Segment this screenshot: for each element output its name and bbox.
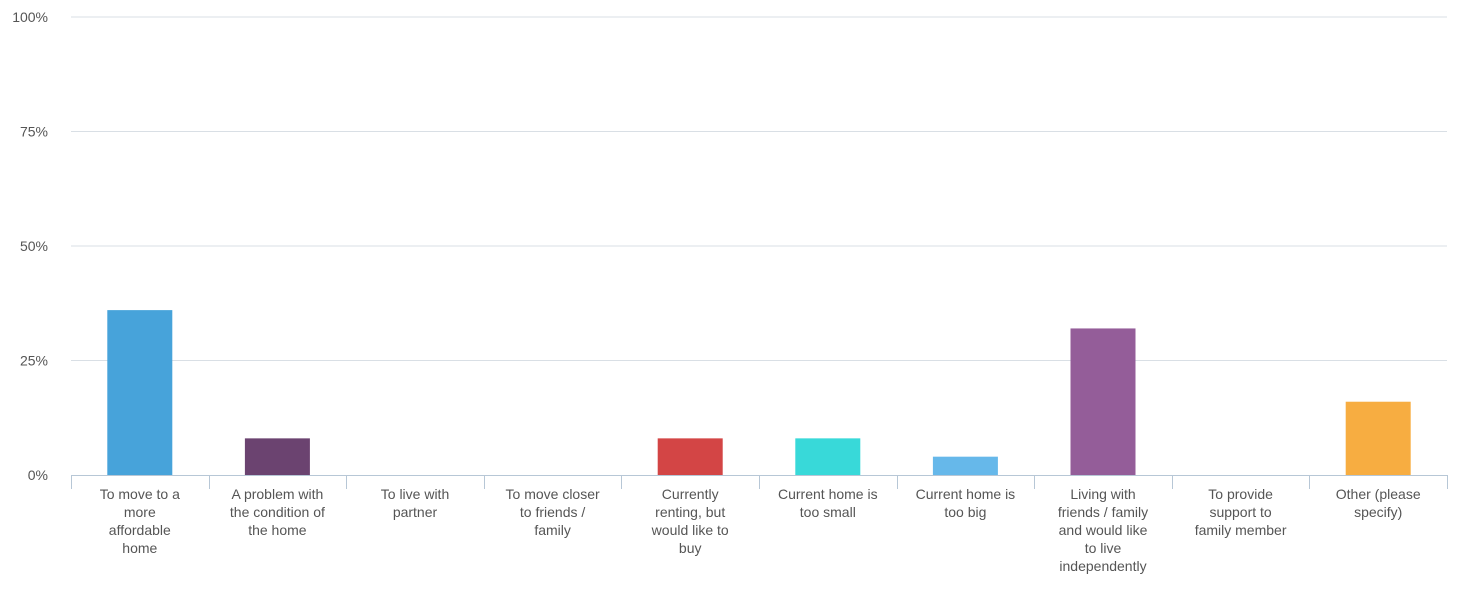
x-tick-label-line: To move to a (100, 486, 180, 502)
x-tick-label-line: to live (1085, 540, 1122, 556)
x-tick-label: Living with friends / family and would lik… (1058, 486, 1148, 574)
y-tick-label: 0% (28, 467, 48, 483)
x-tick-label-line: buy (679, 540, 702, 556)
y-tick-label: 100% (12, 9, 48, 25)
x-tick-label-line: more (124, 504, 156, 520)
x-tick-label: To provide support to family member (1195, 486, 1287, 538)
bar (795, 438, 861, 475)
x-tick-label-line: independently (1059, 558, 1146, 574)
x-tick-label-line: the home (248, 522, 307, 538)
x-tick-label-line: partner (393, 504, 438, 520)
x-tick-label-line: too big (944, 504, 986, 520)
x-tick-label: Current home is too big (916, 486, 1016, 520)
x-tick-label-line: A problem with (231, 486, 323, 502)
x-tick-label-line: Current home is (778, 486, 878, 502)
x-tick-label: Other (please specify) (1336, 486, 1421, 520)
x-tick-label-line: To move closer (506, 486, 600, 502)
x-tick-label-line: too small (800, 504, 856, 520)
x-tick-label-line: family (534, 522, 571, 538)
x-tick-label: Current home is too small (778, 486, 878, 520)
x-tick-label-line: to friends / (520, 504, 585, 520)
x-axis-labels: To move to a more affordable home A problem … (100, 486, 1421, 574)
bar (244, 438, 310, 475)
y-tick-label: 50% (20, 238, 48, 254)
bars (107, 310, 1411, 475)
x-tick-label-line: would like to (651, 522, 729, 538)
x-tick-label-line: family member (1195, 522, 1287, 538)
x-tick-label: A problem with the condition of the home (230, 486, 325, 538)
x-tick-label-line: friends / family (1058, 504, 1148, 520)
x-tick-label: To move to a more affordable home (100, 486, 180, 556)
x-tick-label-line: and would like (1059, 522, 1148, 538)
x-tick-label-line: Current home is (916, 486, 1016, 502)
y-tick-label: 25% (20, 353, 48, 369)
x-tick-label-line: Living with (1070, 486, 1135, 502)
x-axis (71, 475, 1448, 489)
x-tick-label-line: support to (1209, 504, 1271, 520)
bar (107, 310, 173, 475)
x-tick-label-line: renting, but (655, 504, 725, 520)
y-axis-ticks: 0% 25% 50% 75% 100% (12, 9, 48, 483)
x-tick-label-line: To live with (381, 486, 449, 502)
x-tick-label-line: Currently (662, 486, 719, 502)
bar (1345, 401, 1411, 475)
y-tick-label: 75% (20, 124, 48, 140)
x-tick-label: To move closer to friends / family (506, 486, 600, 538)
bar (657, 438, 723, 475)
x-tick-label: To live with partner (381, 486, 449, 520)
bar (1070, 328, 1136, 475)
x-tick-label-line: Other (please (1336, 486, 1421, 502)
bar (932, 456, 998, 475)
x-tick-label-line: specify) (1354, 504, 1402, 520)
gridlines (71, 16, 1447, 361)
x-tick-label-line: affordable (109, 522, 171, 538)
x-tick-label-line: To provide (1208, 486, 1273, 502)
x-tick-label-line: home (122, 540, 157, 556)
x-tick-label: Currently renting, but would like to buy (651, 486, 729, 556)
x-tick-label-line: the condition of (230, 504, 325, 520)
